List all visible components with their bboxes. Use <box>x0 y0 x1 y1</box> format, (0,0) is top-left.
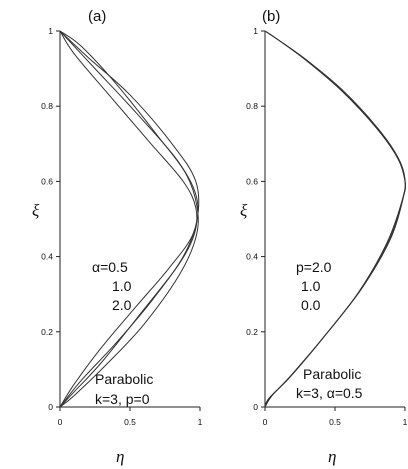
panel-a-y-tick-label: 0.8 <box>41 101 53 111</box>
panel-b-y-tick-label: 0 <box>253 402 258 412</box>
panel-b-legend-line-1: p=2.0 <box>296 259 332 275</box>
panel-b-y-tick-label: 0.4 <box>246 252 258 262</box>
panel-a-label: (a) <box>88 8 106 25</box>
panel-b-x-tick-label: 0 <box>263 417 268 427</box>
panel-b-y-tick-label: 0.6 <box>246 176 258 186</box>
panel-a-y-tick-label: 0.4 <box>41 252 53 262</box>
panel-b-curve-3 <box>264 30 406 408</box>
panel-a-y-tick-label: 0.2 <box>41 327 53 337</box>
panel-a-legend-line-3: 2.0 <box>112 297 132 313</box>
panel-a-annotation-line-1: Parabolic <box>95 371 153 387</box>
panel-b-curve-1 <box>264 30 407 408</box>
panel-b-legend-line-2: 1.0 <box>301 278 321 294</box>
panel-a: (a) ξ η α=0.5 1.0 2.0 Parabolic k=3, p=0… <box>32 8 203 466</box>
panel-a-x-tick-label: 1 <box>198 417 203 427</box>
panel-b-x-axis-title: η <box>328 447 336 466</box>
panel-a-x-tick-label: 0.5 <box>124 417 136 427</box>
panel-a-curve-1 <box>59 30 199 408</box>
panel-b-label: (b) <box>262 8 280 25</box>
panel-a-y-tick-label: 1 <box>48 26 53 36</box>
panel-b-x-tick-label: 0.5 <box>329 417 341 427</box>
panel-b-annotation-line-2: k=3, α=0.5 <box>296 385 363 401</box>
panel-a-x-tick-label: 0 <box>58 417 63 427</box>
panel-b-legend-line-3: 0.0 <box>301 297 321 313</box>
panel-a-curve-2 <box>59 30 200 408</box>
panel-a-curve-4 <box>59 30 198 408</box>
panel-a-curve-3 <box>59 30 199 408</box>
panel-a-annotation-line-2: k=3, p=0 <box>95 391 150 407</box>
panel-b: (b) ξ η p=2.0 1.0 0.0 Parabolic k=3, α=0… <box>240 8 408 466</box>
panel-b-y-tick-label: 1 <box>253 26 258 36</box>
panel-b-annotation-line-1: Parabolic <box>303 366 361 382</box>
panel-b-y-tick-label: 0.8 <box>246 101 258 111</box>
panel-a-y-axis-title: ξ <box>32 201 40 220</box>
panel-a-x-axis-title: η <box>116 447 124 466</box>
panel-b-curve-2 <box>264 30 406 408</box>
panel-a-legend-line-2: 1.0 <box>112 278 132 294</box>
panel-a-y-tick-label: 0.6 <box>41 176 53 186</box>
panel-b-y-tick-label: 0.2 <box>246 327 258 337</box>
panel-a-y-tick-label: 0 <box>48 402 53 412</box>
panel-b-y-axis-title: ξ <box>240 201 248 220</box>
panel-b-x-tick-label: 1 <box>403 417 408 427</box>
panel-a-legend-line-1: α=0.5 <box>92 259 128 275</box>
